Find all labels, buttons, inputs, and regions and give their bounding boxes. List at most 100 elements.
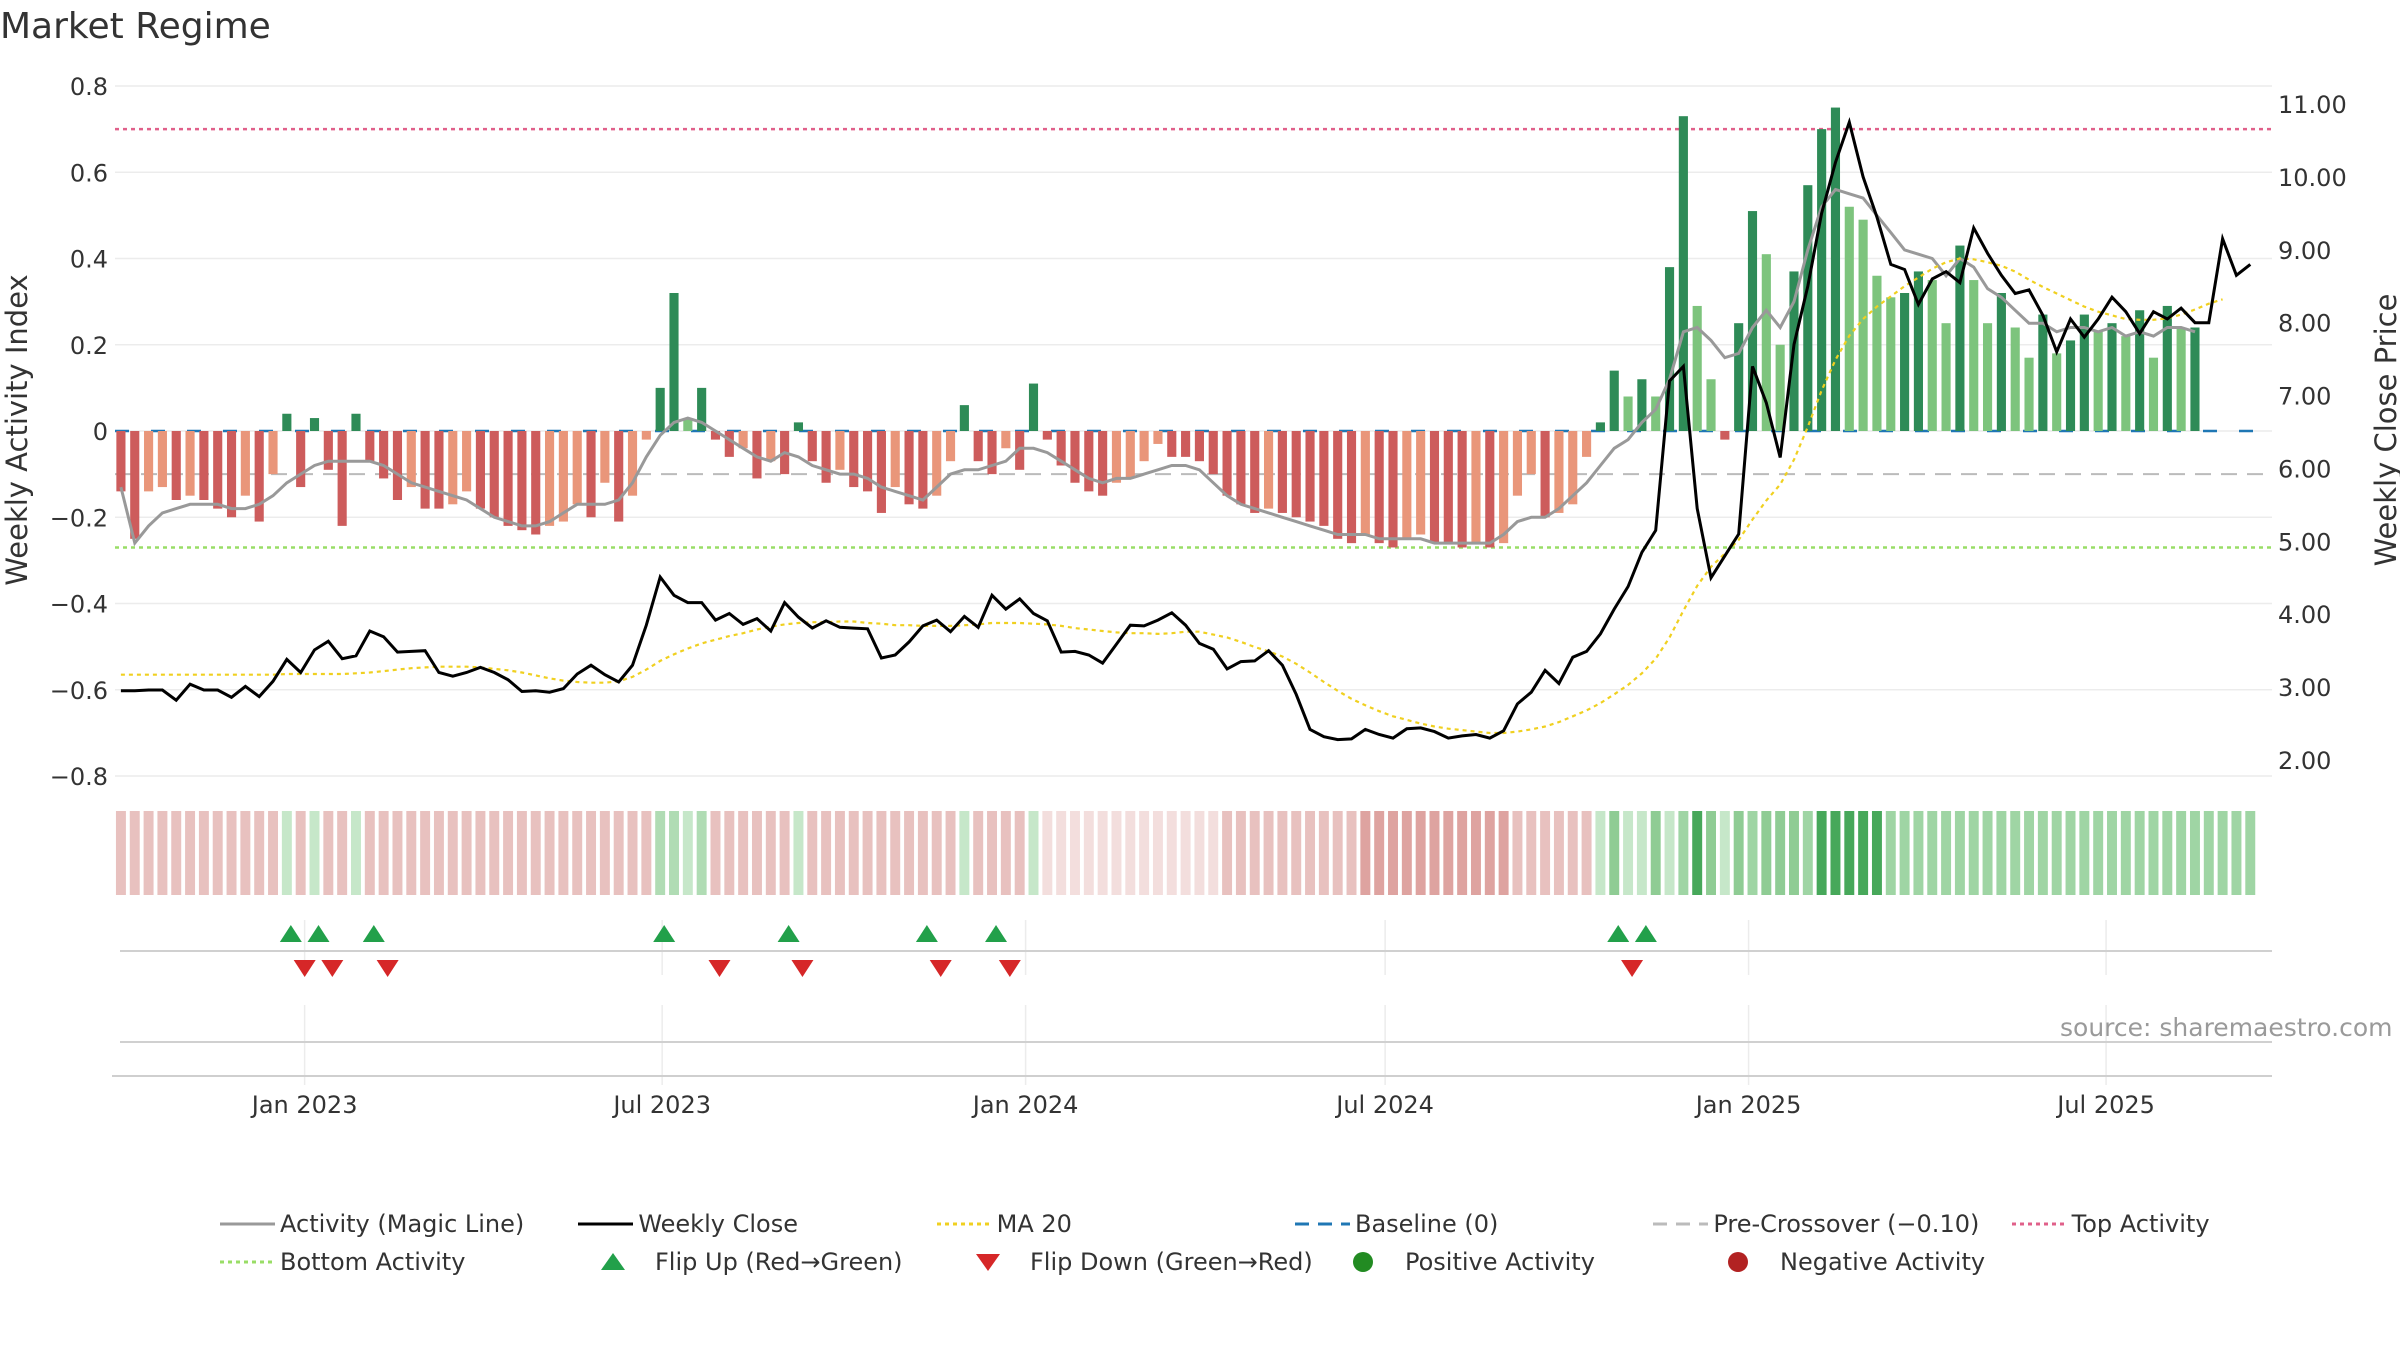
ribbon-cell xyxy=(2189,811,2200,895)
activity-bar xyxy=(337,431,347,526)
legend-label: Activity (Magic Line) xyxy=(280,1210,525,1238)
ribbon-cell xyxy=(1968,811,1979,895)
ribbon-cell xyxy=(1000,811,1011,895)
left-tick-label: −0.2 xyxy=(50,504,108,532)
ribbon-cell xyxy=(1941,811,1952,895)
legend-row-1: Activity (Magic Line) Weekly Close MA 20… xyxy=(210,1205,2360,1243)
activity-bar xyxy=(821,431,831,483)
ribbon-cell xyxy=(2010,811,2021,895)
ribbon-cell xyxy=(198,811,209,895)
activity-bar xyxy=(1803,185,1813,431)
flip-down-marker xyxy=(293,960,316,977)
ribbon-cell xyxy=(1457,811,1468,895)
activity-bar xyxy=(199,431,209,500)
legend-top-swatch xyxy=(2011,1222,2067,1226)
ribbon-cell xyxy=(420,811,431,895)
ribbon-cell xyxy=(2231,811,2242,895)
activity-bar xyxy=(876,431,886,513)
activity-bar xyxy=(226,431,237,518)
flip-down-marker xyxy=(708,960,731,977)
activity-bar xyxy=(1001,431,1011,449)
ribbon-cell xyxy=(2079,811,2090,895)
ribbon-cell xyxy=(1318,811,1329,895)
activity-bar xyxy=(1872,275,1882,431)
activity-bar xyxy=(1374,431,1384,544)
activity-bar xyxy=(1305,431,1315,522)
activity-bar xyxy=(1250,431,1260,513)
ribbon-cell xyxy=(558,811,569,895)
legend-label: Positive Activity xyxy=(1405,1248,1595,1276)
activity-bar xyxy=(2052,353,2062,431)
activity-bar xyxy=(2093,331,2103,431)
activity-bar xyxy=(157,431,167,488)
ribbon-cell xyxy=(171,811,182,895)
activity-bar xyxy=(932,431,942,496)
ribbon-cell xyxy=(1152,811,1163,895)
ribbon-cell xyxy=(337,811,348,895)
legend-label: Baseline (0) xyxy=(1354,1210,1499,1238)
activity-bar xyxy=(558,431,568,522)
activity-bar xyxy=(1139,431,1149,462)
activity-bar xyxy=(130,431,140,539)
ribbon-cell xyxy=(1332,811,1343,895)
activity-bar xyxy=(1720,431,1730,440)
ribbon-cell xyxy=(1415,811,1426,895)
left-axis-ticks: 0.8 0.6 0.4 0.2 0 −0.2 −0.4 −0.6 −0.8 xyxy=(50,73,108,791)
ribbon-cell xyxy=(1526,811,1537,895)
flip-up-marker xyxy=(1634,925,1657,942)
right-tick-label: 4.00 xyxy=(2278,601,2331,629)
activity-bar xyxy=(2065,340,2076,431)
activity-bar xyxy=(697,387,707,431)
ribbon-cell xyxy=(1401,811,1412,895)
ribbon-cell xyxy=(973,811,984,895)
ribbon-cell xyxy=(987,811,997,895)
ribbon-cell xyxy=(309,811,320,895)
activity-bar xyxy=(1996,293,2006,431)
left-tick-label: −0.6 xyxy=(50,677,108,705)
activity-bar xyxy=(1499,431,1509,544)
legend-label: Bottom Activity xyxy=(280,1248,466,1276)
flip-up-marker xyxy=(1607,925,1630,942)
activity-bar xyxy=(1485,431,1495,548)
right-tick-label: 6.00 xyxy=(2278,455,2331,483)
weekly-close-line xyxy=(120,116,2252,742)
left-tick-label: 0.8 xyxy=(70,73,108,101)
activity-bar xyxy=(1098,431,1108,496)
activity-bar xyxy=(1637,379,1647,431)
ribbon-cell xyxy=(2065,811,2076,895)
x-axis-ticks: Jan 2023 Jul 2023 Jan 2024 Jul 2024 Jan 2025… xyxy=(250,1091,2155,1119)
left-tick-label: −0.8 xyxy=(50,763,108,791)
activity-bar xyxy=(392,431,403,500)
ribbon-cell xyxy=(1374,811,1385,895)
activity-bar xyxy=(1651,396,1661,431)
activity-bar xyxy=(890,431,900,488)
activity-bar xyxy=(240,431,250,496)
ribbon-cell xyxy=(738,811,749,895)
ribbon-cell xyxy=(1166,811,1177,895)
ribbon-cell xyxy=(157,811,168,895)
activity-bar xyxy=(2148,357,2159,431)
flip-down-marker xyxy=(791,960,814,977)
activity-bar xyxy=(2024,357,2034,431)
activity-bar xyxy=(1333,431,1343,539)
right-tick-label: 3.00 xyxy=(2278,674,2331,702)
activity-bar xyxy=(185,431,195,496)
activity-bar xyxy=(1208,431,1218,475)
activity-bar xyxy=(1858,219,1868,431)
ribbon-cell xyxy=(821,811,832,895)
ribbon-cell xyxy=(1982,811,1993,895)
ribbon-cell xyxy=(1553,811,1564,895)
activity-bar xyxy=(2079,314,2089,431)
ribbon-cell xyxy=(115,811,126,895)
ribbon-cell xyxy=(1650,811,1661,895)
ribbon-cell xyxy=(2107,811,2117,895)
activity-bar xyxy=(2038,314,2048,431)
activity-bar xyxy=(462,431,472,492)
ribbon-cell xyxy=(904,811,915,895)
flip-up-marker xyxy=(653,925,676,942)
legend-label: Weekly Close xyxy=(638,1210,798,1238)
ribbon-cell xyxy=(793,811,804,895)
activity-bar xyxy=(503,431,513,526)
activity-bar xyxy=(1028,383,1039,431)
ribbon-cell xyxy=(254,811,265,895)
